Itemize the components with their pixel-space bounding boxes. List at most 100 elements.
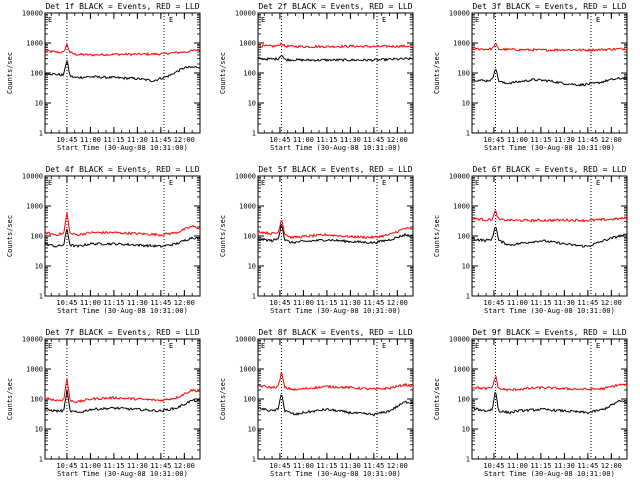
x-tick-label: 11:30 (127, 462, 148, 470)
series-lld-line (471, 375, 628, 392)
panel-title: Det 4f BLACK = Events, RED = LLD (45, 165, 199, 174)
y-tick-label: 10000 (22, 336, 43, 344)
x-tick-label: 11:15 (530, 136, 551, 144)
y-tick-label: 1 (466, 293, 470, 301)
y-tick-label: 10 (462, 263, 470, 271)
x-tick-label: 11:15 (316, 299, 337, 307)
x-axis-label: Start Time (30-Aug-08 10:31:00) (484, 144, 615, 152)
y-tick-label: 10000 (449, 173, 470, 181)
x-axis-label: Start Time (30-Aug-08 10:31:00) (57, 144, 188, 152)
panel-det-7: Det 7f BLACK = Events, RED = LLD 1 10 100 10… (6, 328, 201, 478)
x-tick-label: 12:00 (174, 462, 195, 470)
y-tick-label: 10 (248, 426, 256, 434)
series-lld-line (257, 41, 414, 49)
x-tick-label: 11:30 (554, 462, 575, 470)
y-axis-label: Counts/sec (219, 215, 227, 257)
x-tick-label: 11:00 (507, 299, 528, 307)
series-events-line (257, 394, 414, 417)
x-tick-label: 11:15 (530, 299, 551, 307)
x-tick-label: 11:30 (340, 462, 361, 470)
x-tick-label: 11:00 (80, 299, 101, 307)
series-events-line (471, 69, 628, 87)
x-tick-label: 11:15 (103, 299, 124, 307)
y-tick-label: 1000 (26, 40, 43, 48)
x-tick-label: 10:45 (56, 136, 77, 144)
x-tick-label: 12:00 (601, 299, 622, 307)
panel-title: Det 2f BLACK = Events, RED = LLD (258, 2, 412, 11)
panel-title: Det 7f BLACK = Events, RED = LLD (45, 328, 199, 337)
x-tick-label: 11:30 (340, 299, 361, 307)
series-lld-line (44, 378, 200, 404)
series-lld-line (257, 219, 414, 240)
panel-title: Det 6f BLACK = Events, RED = LLD (472, 165, 626, 174)
y-tick-label: 10 (248, 100, 256, 108)
x-tick-label: 11:00 (293, 299, 314, 307)
y-axis-label: Counts/sec (6, 52, 14, 94)
series-lld-line (44, 42, 201, 57)
y-tick-label: 10000 (22, 10, 43, 18)
y-axis-label: Counts/sec (433, 215, 441, 257)
y-tick-label: 10 (248, 263, 256, 271)
plot-frame (44, 12, 201, 134)
panel-title: Det 8f BLACK = Events, RED = LLD (258, 328, 412, 337)
event-marker-label: E (596, 342, 600, 350)
x-axis-label: Start Time (30-Aug-08 10:31:00) (484, 470, 615, 478)
x-tick-label: 11:45 (150, 299, 171, 307)
y-tick-label: 10000 (235, 173, 256, 181)
event-marker-label: E (475, 179, 479, 187)
y-tick-label: 100 (243, 70, 256, 78)
x-tick-label: 12:00 (387, 136, 408, 144)
x-tick-label: 11:45 (363, 462, 384, 470)
x-tick-label: 11:45 (150, 462, 171, 470)
x-tick-label: 11:15 (316, 136, 337, 144)
series-events-line (471, 226, 628, 248)
x-tick-label: 11:45 (150, 136, 171, 144)
event-marker-label: E (475, 16, 479, 24)
y-tick-label: 1000 (239, 40, 256, 48)
x-tick-label: 11:00 (293, 136, 314, 144)
x-axis-label: Start Time (30-Aug-08 10:31:00) (270, 470, 401, 478)
y-tick-label: 100 (30, 70, 43, 78)
x-tick-label: 11:00 (507, 462, 528, 470)
x-tick-label: 12:00 (601, 462, 622, 470)
y-tick-label: 100 (457, 233, 470, 241)
event-marker-label: E (475, 342, 479, 350)
x-tick-label: 12:00 (174, 299, 195, 307)
x-tick-label: 11:30 (554, 299, 575, 307)
y-tick-label: 10000 (449, 336, 470, 344)
x-tick-label: 11:30 (340, 136, 361, 144)
series-events-line (257, 224, 414, 245)
event-marker-label: E (596, 16, 600, 24)
y-tick-label: 1000 (26, 366, 43, 374)
event-marker-label: E (169, 342, 173, 350)
series-events-line (44, 389, 201, 414)
panel-title: Det 3f BLACK = Events, RED = LLD (472, 2, 626, 11)
y-tick-label: 1 (39, 456, 43, 464)
panel-title: Det 1f BLACK = Events, RED = LLD (45, 2, 199, 11)
y-axis-label: Counts/sec (219, 378, 227, 420)
y-axis-label: Counts/sec (433, 378, 441, 420)
y-tick-label: 1 (39, 293, 43, 301)
x-tick-label: 10:45 (56, 299, 77, 307)
series-events-line (257, 54, 414, 63)
event-marker-label: E (169, 16, 173, 24)
panel-det-4: Det 4f BLACK = Events, RED = LLD 1 10 100 10… (6, 165, 201, 315)
panel-title: Det 5f BLACK = Events, RED = LLD (258, 165, 412, 174)
y-tick-label: 100 (30, 233, 43, 241)
event-marker-label: E (382, 342, 386, 350)
x-tick-label: 11:45 (577, 462, 598, 470)
x-tick-label: 11:00 (293, 462, 314, 470)
y-tick-label: 1000 (453, 203, 470, 211)
x-tick-label: 12:00 (601, 136, 622, 144)
y-tick-label: 1 (466, 456, 470, 464)
x-tick-label: 11:15 (530, 462, 551, 470)
y-tick-label: 1 (252, 293, 256, 301)
y-tick-label: 10 (462, 426, 470, 434)
event-marker-label: E (169, 179, 173, 187)
y-axis-label: Counts/sec (219, 52, 227, 94)
y-tick-label: 10 (35, 263, 43, 271)
y-tick-label: 100 (457, 70, 470, 78)
series-lld-line (44, 212, 201, 237)
y-tick-label: 10 (462, 100, 470, 108)
